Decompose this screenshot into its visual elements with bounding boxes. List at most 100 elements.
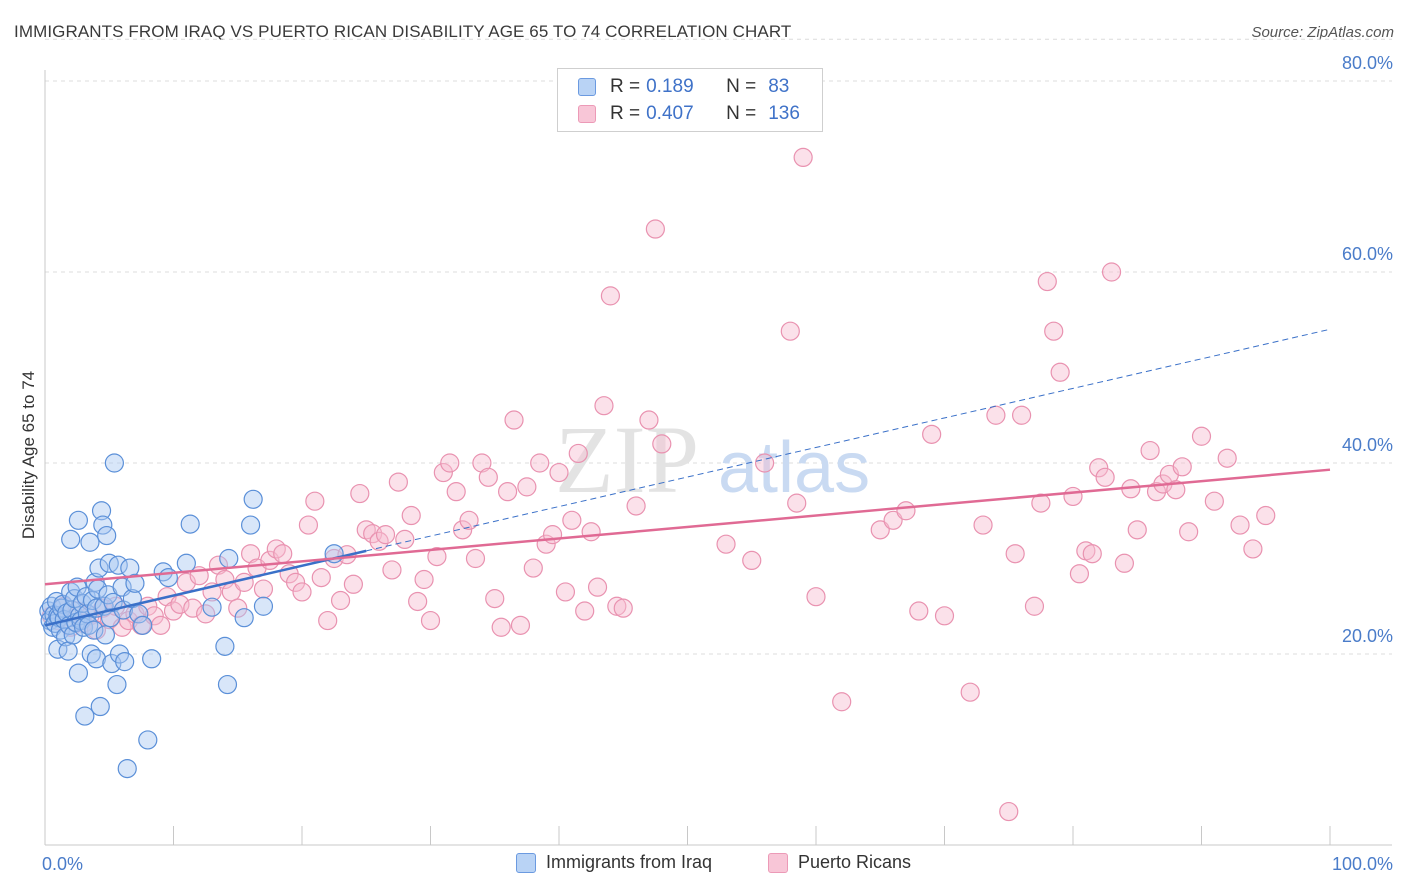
puerto-ricans-point	[420, 610, 441, 631]
iraq-point	[117, 758, 137, 779]
iraq-point	[86, 649, 107, 669]
iraq-point	[234, 608, 254, 628]
puerto-ricans-point	[465, 548, 486, 569]
iraq-point	[68, 663, 89, 683]
x-tick-label-max: 100.0%	[1332, 854, 1393, 874]
puerto-ricans-point	[896, 501, 916, 521]
iraq-point	[95, 625, 115, 645]
iraq-point	[219, 548, 239, 569]
iraq-point	[129, 604, 149, 624]
puerto-ricans-point	[562, 510, 582, 530]
legend-row-iraq: R = 0.189 N = 83	[578, 74, 789, 100]
legend-r-label: R =	[610, 103, 641, 124]
puerto-ricans-point	[909, 601, 929, 621]
puerto-ricans-point	[382, 560, 402, 580]
puerto-ricans-point	[1011, 405, 1032, 425]
puerto-ricans-point	[305, 491, 325, 511]
puerto-ricans-point	[453, 520, 473, 540]
iraq-point	[125, 573, 145, 593]
puerto-ricans-point	[1044, 321, 1064, 341]
puerto-ricans-point	[626, 496, 646, 516]
puerto-ricans-point	[1230, 515, 1250, 535]
iraq-point	[243, 489, 263, 509]
puerto-ricans-point	[922, 424, 942, 444]
puerto-ricans-point	[1005, 544, 1025, 564]
iraq-point	[61, 529, 81, 550]
trend-lines	[44, 328, 1331, 627]
puerto-ricans-point	[1191, 426, 1212, 446]
puerto-ricans-point	[408, 591, 428, 612]
puerto-ricans-point	[973, 515, 993, 535]
puerto-ricans-point	[318, 610, 338, 631]
iraq-point	[215, 636, 235, 656]
puerto-ricans-point	[427, 546, 447, 567]
puerto-ricans-point	[716, 534, 736, 554]
series-legend-iraq: Immigrants from Iraq	[516, 852, 712, 873]
puerto-ricans-point	[1114, 553, 1135, 573]
puerto-ricans-point	[780, 321, 800, 341]
puerto-ricans-point	[1179, 522, 1199, 542]
puerto-ricans-point	[934, 606, 955, 626]
puerto-ricans-point	[1031, 493, 1051, 513]
gridlines	[45, 38, 1392, 655]
puerto-ricans-point	[292, 582, 312, 602]
iraq-point	[142, 649, 162, 669]
iraq-point	[241, 515, 261, 535]
series-label-iraq: Immigrants from Iraq	[546, 852, 713, 872]
puerto-ricans-point	[1204, 491, 1224, 511]
puerto-ricans-point	[1166, 480, 1186, 500]
iraq-point	[108, 555, 128, 575]
iraq-point	[55, 627, 76, 647]
puerto-ricans-point	[311, 567, 331, 588]
puerto-ricans-point	[1082, 544, 1102, 564]
puerto-ricans-point	[401, 505, 421, 526]
puerto-ricans-point	[510, 615, 531, 635]
puerto-ricans-point	[581, 522, 601, 542]
puerto-ricans-point	[285, 572, 306, 592]
series-legend-puerto-ricans: Puerto Ricans	[768, 852, 911, 873]
puerto-ricans-point	[587, 577, 608, 597]
legend-n-label: N =	[726, 76, 757, 97]
puerto-ricans-point	[228, 598, 248, 618]
series-label-puerto-ricans: Puerto Ricans	[798, 852, 912, 872]
iraq-point	[80, 532, 100, 552]
iraq-point	[68, 510, 89, 530]
iraq-point	[133, 615, 153, 635]
stats-legend: R = 0.189 N = 83 R = 0.407 N = 136	[557, 68, 823, 132]
puerto-ricans-trend	[44, 468, 1331, 586]
iraq-point	[97, 525, 117, 546]
iraq-point	[89, 558, 109, 578]
puerto-ricans-point	[594, 396, 614, 416]
source-label: Source: ZipAtlas.com	[1251, 24, 1394, 41]
puerto-ricans-point	[234, 572, 254, 592]
puerto-ricans-point	[555, 582, 576, 602]
y-tick-label: 80.0%	[1342, 53, 1393, 73]
puerto-ricans-point	[639, 410, 659, 430]
puerto-ricans-point	[870, 520, 890, 540]
legend-swatch-blue	[578, 78, 596, 96]
puerto-ricans-point	[433, 462, 453, 483]
iraq-trend-dashed	[366, 328, 1331, 552]
y-tick-label: 20.0%	[1342, 626, 1393, 646]
legend-n-value: 83	[768, 76, 790, 97]
puerto-ricans-point	[504, 410, 524, 430]
iraq-points	[39, 453, 344, 779]
puerto-ricans-point	[652, 434, 672, 454]
chart-title: IMMIGRANTS FROM IRAQ VS PUERTO RICAN DIS…	[14, 22, 792, 41]
series-swatch-pink	[768, 852, 788, 873]
y-axis-label: Disability Age 65 to 74	[19, 371, 38, 539]
puerto-ricans-point	[241, 544, 261, 564]
puerto-ricans-point	[1243, 539, 1263, 559]
puerto-ricans-point	[1037, 271, 1057, 292]
puerto-ricans-point	[1172, 457, 1192, 477]
puerto-ricans-point	[787, 493, 807, 513]
iraq-point	[103, 592, 123, 613]
iraq-point	[253, 596, 274, 616]
puerto-ricans-point	[273, 544, 293, 564]
puerto-ricans-point	[960, 682, 980, 702]
legend-swatch-pink	[578, 105, 596, 123]
puerto-ricans-point	[395, 529, 415, 550]
iraq-point	[158, 567, 178, 588]
iraq-point	[107, 674, 127, 695]
